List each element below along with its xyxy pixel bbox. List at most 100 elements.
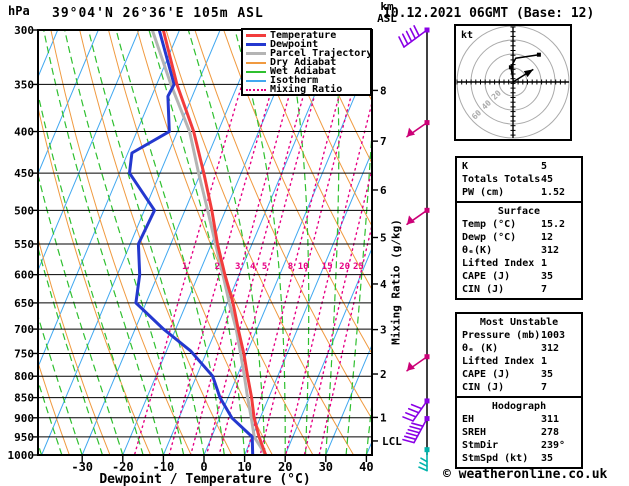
- stat-label: PW (cm): [462, 187, 505, 198]
- svg-text:10: 10: [237, 460, 251, 474]
- stat-value: 7: [541, 382, 548, 393]
- legend-label: Mixing Ratio: [270, 84, 343, 95]
- svg-text:3: 3: [380, 324, 387, 337]
- stat-label: Pressure (mb): [462, 330, 541, 341]
- wind-barb-757: [406, 354, 430, 372]
- legend-swatch-mixing-ratio: [246, 88, 266, 91]
- stat-label: SREH: [462, 427, 487, 438]
- svg-text:5: 5: [380, 231, 387, 244]
- stat-value: 35: [541, 271, 554, 282]
- svg-text:20: 20: [339, 262, 350, 272]
- wind-barb-985: [418, 447, 430, 472]
- stat-label: EH: [462, 414, 475, 425]
- stat-label: StmSpd (kt): [462, 453, 529, 464]
- legend-swatch-temperature: [246, 34, 266, 37]
- wind-barb-902: [402, 416, 430, 444]
- stat-label: CIN (J): [462, 382, 505, 393]
- stat-value: 278: [541, 427, 560, 438]
- stat-label: Temp (°C): [462, 219, 517, 230]
- stat-value: 45: [541, 174, 554, 185]
- stat-row: StmDir 239°: [457, 439, 581, 452]
- legend-item: Mixing Ratio: [245, 84, 368, 95]
- legend-swatch-wet-adiabat: [246, 70, 266, 73]
- svg-text:900: 900: [14, 412, 34, 425]
- stat-label: K: [462, 161, 469, 172]
- temperature-axis: -30 -20 -10 0 10 20 30 40: [71, 456, 374, 474]
- parcel-trajectory-line: [150, 30, 268, 455]
- svg-text:400: 400: [14, 126, 34, 139]
- stat-value: 5: [541, 161, 548, 172]
- legend-label: Parcel Trajectory: [270, 48, 373, 59]
- svg-text:300: 300: [14, 24, 34, 37]
- stat-value: 312: [541, 245, 560, 256]
- svg-text:3: 3: [235, 262, 240, 272]
- svg-text:350: 350: [14, 78, 34, 91]
- stat-label: CAPE (J): [462, 369, 511, 380]
- svg-text:20: 20: [278, 460, 292, 474]
- stat-section-title: Hodograph: [491, 401, 547, 412]
- plot-frame: [37, 29, 373, 456]
- svg-text:2: 2: [380, 368, 387, 381]
- legend-swatch-dry-adiabat: [246, 61, 266, 64]
- hodograph-frame: [454, 24, 572, 141]
- svg-text:2: 2: [215, 262, 220, 272]
- svg-text:4: 4: [380, 278, 387, 291]
- svg-text:1000: 1000: [8, 449, 35, 462]
- stat-label: Dewp (°C): [462, 232, 517, 243]
- svg-text:7: 7: [380, 135, 387, 148]
- stat-label: θₑ(K): [462, 245, 493, 256]
- stat-value: 12: [541, 232, 554, 243]
- stat-row: Totals Totals 45: [457, 173, 581, 186]
- stat-row: Temp (°C) 15.2: [457, 218, 581, 231]
- stat-row: θₑ(K) 312: [457, 244, 581, 257]
- svg-text:550: 550: [14, 238, 34, 251]
- legend-label: Dry Adiabat: [270, 57, 337, 68]
- pressure-axis: 300 350 400 450 500 550 600 650 700 750 800 850 900 9…: [8, 24, 38, 462]
- altitude-unit-km: km: [380, 0, 394, 13]
- stat-row: θₑ (K) 312: [457, 342, 581, 355]
- wind-barb-858: [402, 398, 430, 422]
- stat-section-title: Most Unstable: [479, 317, 559, 328]
- stat-box: Most Unstable Pressure (mb) 1003 θₑ (K) 312 L…: [455, 312, 583, 398]
- stat-row: Lifted Index 1: [457, 257, 581, 270]
- stat-section-title: Surface: [497, 206, 541, 217]
- stat-label: StmDir: [462, 440, 499, 451]
- pressure-unit-label: hPa: [8, 4, 30, 18]
- svg-text:4: 4: [250, 262, 256, 272]
- svg-text:30: 30: [319, 460, 333, 474]
- stat-box: Hodograph EH 311 SREH 278 StmDir 239° StmSpd (k…: [455, 396, 583, 469]
- copyright: © weatheronline.co.uk: [443, 467, 608, 482]
- svg-text:1: 1: [380, 411, 387, 424]
- hodograph-unit-label: kt: [461, 30, 473, 41]
- svg-text:850: 850: [14, 392, 34, 405]
- stat-box: Surface Temp (°C) 15.2 Dewp (°C) 12 θₑ(K) 312 L…: [455, 201, 583, 300]
- stat-row: CAPE (J) 35: [457, 270, 581, 283]
- svg-text:950: 950: [14, 431, 34, 444]
- svg-text:650: 650: [14, 297, 34, 310]
- run-date: 10.12.2021 06GMT (Base: 12): [383, 6, 595, 21]
- wind-barb-column: [398, 25, 430, 472]
- stat-value: 7: [541, 284, 548, 295]
- svg-text:700: 700: [14, 323, 34, 336]
- altitude-unit-asl: ASL: [377, 12, 397, 25]
- stats-panel: K 5 Totals Totals 45 PW (cm) 1.52 Surface Temp …: [455, 156, 583, 469]
- wind-barb-300: [398, 25, 430, 48]
- svg-text:600: 600: [14, 269, 34, 282]
- svg-text:8: 8: [288, 262, 293, 272]
- stat-row: CAPE (J) 35: [457, 368, 581, 381]
- svg-text:-10: -10: [153, 460, 175, 474]
- legend-label: Isotherm: [270, 75, 319, 86]
- legend-item: Parcel Trajectory: [245, 49, 372, 59]
- legend-item: Wet Adiabat: [245, 67, 368, 77]
- legend-label: Temperature: [270, 30, 337, 41]
- stat-label: Lifted Index: [462, 356, 535, 367]
- svg-text:5: 5: [262, 262, 267, 272]
- legend-item: Dry Adiabat: [245, 57, 368, 68]
- svg-text:25: 25: [353, 262, 364, 272]
- stat-label: CIN (J): [462, 284, 505, 295]
- stat-value: 15.2: [541, 219, 566, 230]
- altitude-axis: 8 7 6 5 4 3 2 1 LCL: [372, 84, 402, 448]
- legend-swatch-parcel: [246, 52, 266, 55]
- stat-value: 1: [541, 356, 548, 367]
